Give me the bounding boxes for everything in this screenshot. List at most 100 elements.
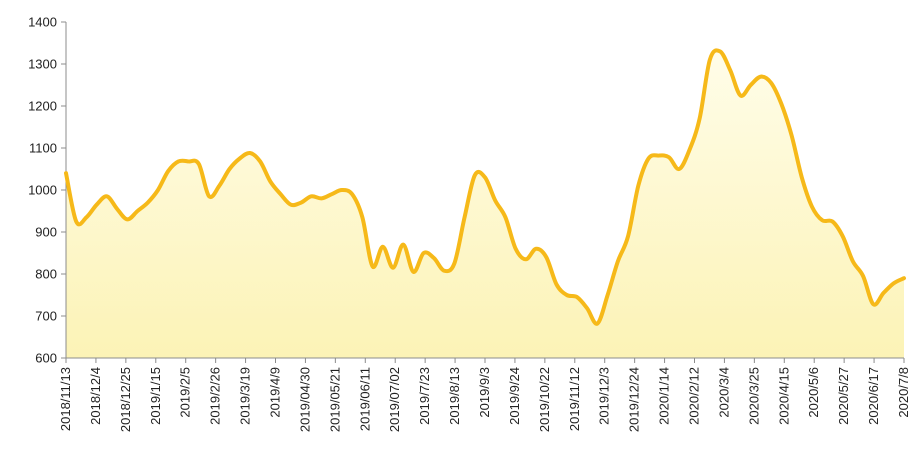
x-tick-label: 2019/4/9 [268,367,283,418]
data-point [289,203,293,207]
data-point [667,155,671,159]
x-tick-label: 2020/6/17 [866,367,881,425]
data-point [575,295,579,299]
data-point [228,167,232,171]
data-point [493,199,497,203]
data-point [606,293,610,297]
data-point [636,184,640,188]
data-point [718,49,722,53]
data-point [555,283,559,287]
data-point [371,264,375,268]
x-tick-label: 2020/3/4 [716,367,731,418]
data-point [657,154,661,158]
y-tick-label: 1400 [28,15,57,30]
data-point [779,102,783,106]
data-point [698,117,702,121]
plot-area [66,50,904,359]
data-point [565,293,569,297]
data-point [64,171,68,175]
data-point [238,157,242,161]
data-point [830,220,834,224]
data-point [156,188,160,192]
x-tick-label: 2019/1/15 [148,367,163,425]
data-point [146,201,150,205]
x-tick-label: 2019/04/30 [297,367,312,432]
data-point [595,322,599,326]
data-point [677,167,681,171]
data-point [626,234,630,238]
x-tick-label: 2019/2/26 [208,367,223,425]
data-point [749,83,753,87]
data-point [411,270,415,274]
data-point [360,215,364,219]
x-tick-label: 2019/06/11 [357,367,372,431]
data-point [800,175,804,179]
x-tick-label: 2019/9/24 [507,367,522,425]
data-point [483,175,487,179]
data-point [187,159,191,163]
y-tick-label: 1300 [28,57,57,72]
x-tick-label: 2019/07/02 [387,367,402,432]
x-tick-label: 2018/12/25 [118,367,133,432]
data-point [544,255,548,259]
x-tick-label: 2019/10/22 [537,367,552,432]
data-point [861,274,865,278]
x-axis: 2018/11/13 2018/12/4 2018/12/25 2019/1/15 20… [58,357,911,432]
data-point [330,192,334,196]
x-tick-label: 2019/11/12 [567,367,582,431]
x-tick-label: 2019/12/3 [597,367,612,425]
data-point [769,81,773,85]
y-tick-label: 1200 [28,99,57,114]
data-point [268,180,272,184]
data-point [258,159,262,163]
x-tick-label: 2019/05/21 [327,367,342,432]
series-line [64,48,906,326]
data-point [166,169,170,173]
data-point [74,220,78,224]
data-point [810,205,814,209]
y-tick-label: 700 [35,309,57,324]
data-point [299,201,303,205]
x-tick-label: 2019/12/24 [627,367,642,432]
series-group [64,48,906,326]
y-tick-label: 1100 [29,141,57,156]
data-point [687,148,691,152]
data-point [452,262,456,266]
data-point [115,207,119,211]
data-point [851,259,855,263]
x-tick-label: 2020/7/8 [896,367,911,418]
x-tick-label: 2020/4/15 [776,367,791,425]
data-point [309,194,313,198]
data-point [892,281,896,285]
data-point [738,94,742,98]
data-point [585,306,589,310]
x-tick-label: 2018/12/4 [88,367,103,425]
data-point [401,243,405,247]
data-point [136,209,140,213]
data-point [197,162,201,166]
data-point [381,245,385,249]
data-point [759,75,763,79]
data-point [841,234,845,238]
data-point [534,247,538,251]
data-point [432,256,436,260]
data-point [820,218,824,222]
data-point [473,173,477,177]
data-point [248,151,252,155]
data-point [105,194,109,198]
x-tick-label: 2020/3/25 [746,367,761,425]
data-point [442,269,446,273]
y-axis: 600 700 800 900 1000 1100 1200 1300 1400 [28,15,67,366]
data-point [340,188,344,192]
data-point [319,196,323,200]
y-tick-label: 1000 [28,183,57,198]
data-point [279,192,283,196]
area-fill [66,50,904,359]
data-point [125,217,129,221]
data-point [95,203,99,207]
data-point [514,247,518,251]
x-tick-label: 2019/3/19 [238,367,253,425]
data-point [616,259,620,263]
x-tick-label: 2020/2/12 [687,367,702,425]
